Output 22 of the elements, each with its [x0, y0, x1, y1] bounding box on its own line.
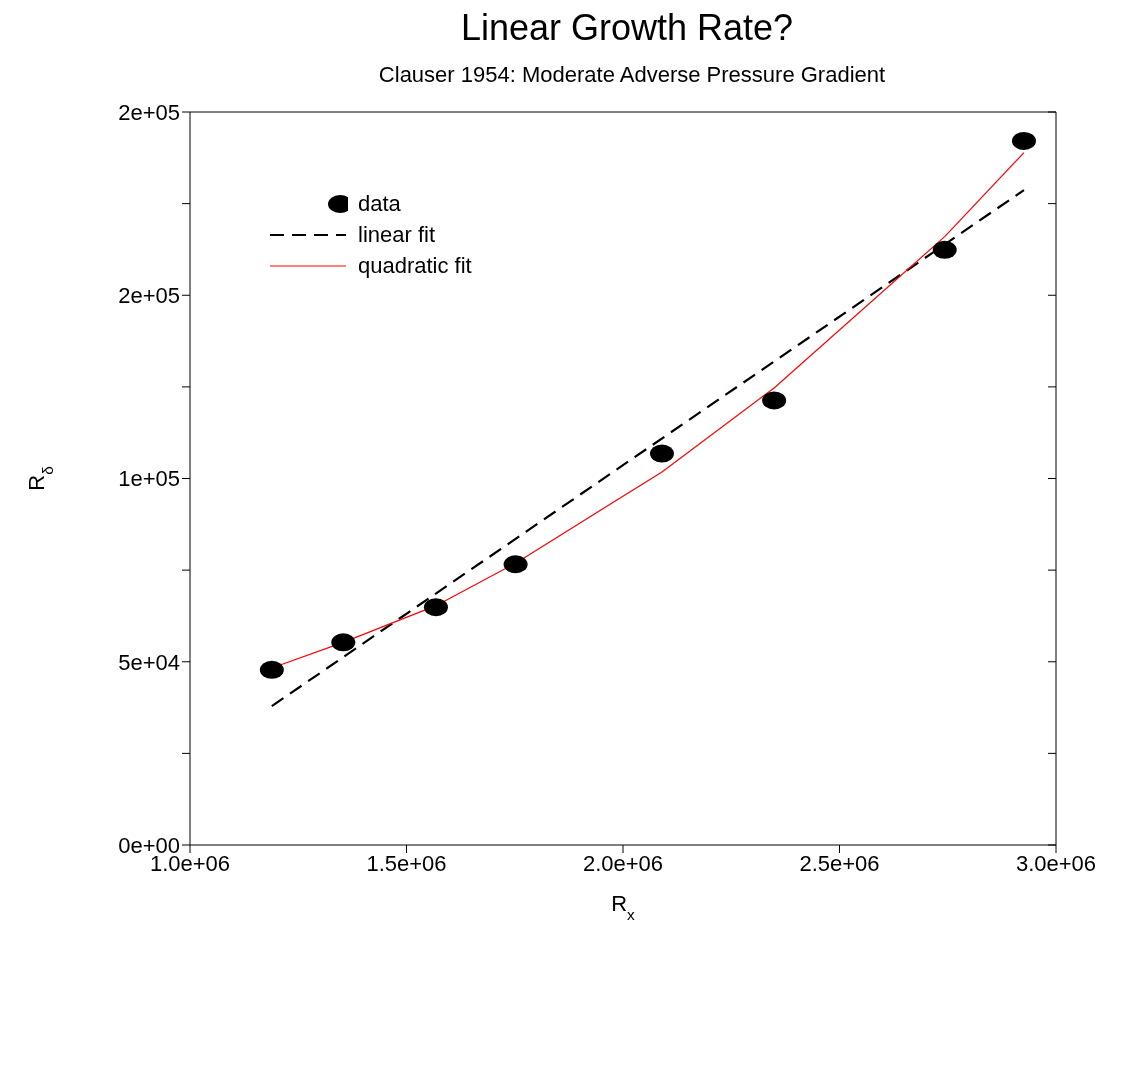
- x-tick-label: 1.5e+06: [366, 850, 447, 876]
- point: [932, 240, 957, 259]
- point: [649, 444, 674, 463]
- x-tick-label: 3.0e+06: [1015, 850, 1097, 876]
- point: [259, 660, 284, 679]
- point: [503, 555, 528, 574]
- point: [762, 391, 787, 410]
- legend-label: linear fit: [358, 221, 436, 248]
- legend-label: data: [358, 190, 401, 217]
- y-tick-label: 1e+05: [118, 466, 180, 492]
- x-tick-label: 2.5e+06: [799, 850, 880, 876]
- point: [1011, 131, 1036, 150]
- y-tick-label: 2e+05: [118, 99, 180, 125]
- chart-subtitle: Clauser 1954: Moderate Adverse Pressure Gradient: [377, 62, 887, 88]
- x-tick-label: 2.0e+06: [582, 850, 664, 876]
- chart-title: Linear Growth Rate?: [459, 7, 795, 48]
- point: [331, 633, 356, 652]
- point: [423, 598, 448, 617]
- legend-label: quadratic fit: [358, 252, 472, 279]
- y-tick-label: 5e+04: [118, 649, 180, 675]
- x-axis-title: R$_{x}$: [611, 891, 636, 923]
- y-tick-label: 2e+05: [118, 283, 180, 309]
